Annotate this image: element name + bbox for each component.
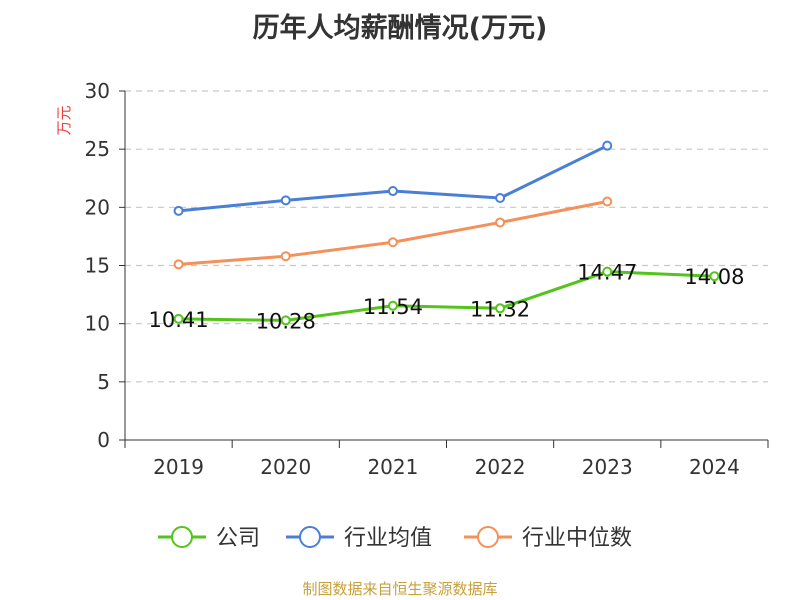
x-tick-label: 2022	[475, 455, 526, 479]
data-point-行业中位数	[602, 196, 613, 207]
data-point-公司	[387, 300, 398, 311]
chart-title: 历年人均薪酬情况(万元)	[252, 13, 548, 44]
data-point-公司	[709, 271, 720, 282]
y-tick-label: 20	[85, 195, 110, 219]
data-point-行业均值	[602, 140, 613, 151]
legend-label-行业中位数: 行业中位数	[522, 526, 632, 551]
y-tick-label: 5	[97, 370, 110, 394]
x-tick-label: 2023	[582, 455, 633, 479]
data-label: 11.54	[363, 295, 423, 319]
legend-label-公司: 公司	[216, 526, 260, 551]
data-point-公司	[495, 303, 506, 314]
data-point-行业均值	[495, 193, 506, 204]
y-tick-label: 25	[85, 137, 110, 161]
series-line-行业均值	[178, 144, 608, 213]
data-point-行业均值	[280, 195, 291, 206]
grid-lines	[125, 90, 768, 383]
axes: 0 5 10 15 20 25 30 2019 2020 2021 2022 2023 2024 万元	[55, 79, 769, 479]
data-label: 14.08	[684, 265, 744, 289]
data-label: 10.41	[149, 308, 209, 332]
y-tick-label: 0	[97, 428, 110, 452]
series-line-公司	[178, 270, 715, 322]
data-label: 11.32	[470, 297, 530, 321]
legend-marker-行业均值	[299, 526, 321, 548]
data-point-公司	[173, 313, 184, 324]
series-line-行业中位数	[178, 200, 608, 266]
y-tick-label: 15	[85, 254, 110, 278]
data-point-行业中位数	[387, 237, 398, 248]
data-point-行业均值	[173, 205, 184, 216]
legend-marker-行业中位数	[477, 526, 499, 548]
legend-marker-公司	[171, 526, 193, 548]
legend-label-行业均值: 行业均值	[344, 526, 432, 551]
data-label: 14.47	[577, 261, 637, 285]
data-labels: 10.41 10.28 11.54 11.32 14.47 14.08	[149, 261, 745, 334]
data-point-行业中位数	[280, 251, 291, 262]
x-tick-label: 2019	[153, 455, 204, 479]
legend: 公司 行业均值 行业中位数	[158, 526, 632, 551]
x-tick-label: 2024	[689, 455, 740, 479]
y-tick-label: 10	[85, 312, 110, 336]
data-point-公司	[602, 266, 613, 277]
data-point-公司	[280, 315, 291, 326]
x-tick-label: 2020	[260, 455, 311, 479]
source-note: 制图数据来自恒生聚源数据库	[302, 580, 498, 598]
data-point-行业均值	[387, 186, 398, 197]
data-label: 10.28	[256, 309, 316, 333]
x-tick-label: 2021	[367, 455, 418, 479]
y-tick-label: 30	[85, 79, 110, 103]
data-point-行业中位数	[173, 259, 184, 270]
data-point-行业中位数	[495, 217, 506, 228]
series-lines	[173, 140, 720, 326]
y-axis-label: 万元	[55, 105, 73, 135]
